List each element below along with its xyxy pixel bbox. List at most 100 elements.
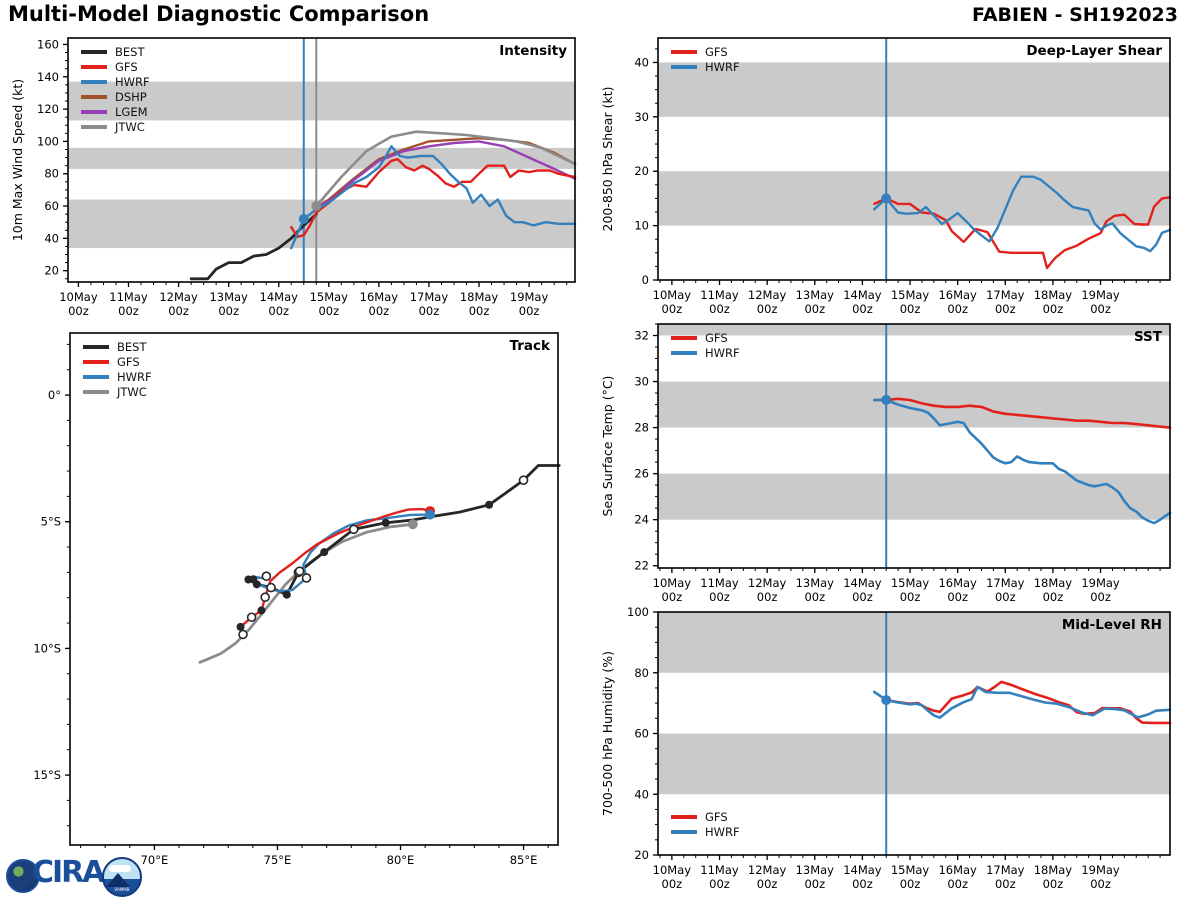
legend-intensity: BEST GFS HWRF DSHP LGEM JTWC (81, 46, 150, 133)
x-tick-label: 14May (843, 863, 882, 877)
y-tick-label: 100 (627, 605, 649, 619)
open-marker-track (261, 571, 272, 582)
legend-item-jtwc: JTWC (81, 121, 150, 133)
open-marker-track (238, 629, 248, 640)
y-axis-label-shear: 200-850 hPa Shear (kt) (600, 87, 615, 232)
x-tick-hour-label: 00z (662, 590, 683, 604)
x-tick-hour-label: 00z (1043, 877, 1064, 891)
marker-track (425, 509, 436, 520)
x-tick-hour-label: 00z (757, 877, 778, 891)
y-tick-label: 10 (634, 219, 649, 233)
x-tick-hour-label: 00z (852, 302, 873, 316)
legend-label: GFS (117, 355, 140, 369)
x-tick-hour-label: 00z (947, 877, 968, 891)
best-line-swatch (83, 345, 109, 349)
y-tick-label: 10°S (33, 641, 61, 655)
marker-rh (881, 695, 892, 706)
x-tick-hour-label: 00z (995, 590, 1016, 604)
marker-track (381, 518, 390, 527)
x-tick-label: 16May (938, 863, 977, 877)
x-tick-label: 14May (260, 290, 299, 304)
panel-title-intensity: Intensity (499, 43, 567, 59)
open-marker-track (260, 592, 270, 603)
x-tick-hour-label: 00z (852, 590, 873, 604)
legend-item-gfs: GFS (81, 61, 150, 73)
x-tick-hour-label: 00z (900, 590, 921, 604)
legend-item-gfs: GFS (671, 332, 740, 344)
x-tick-label: 10May (59, 290, 98, 304)
x-tick-label: 12May (159, 290, 198, 304)
y-tick-label: 160 (37, 37, 59, 51)
legend-label: HWRF (705, 60, 740, 74)
x-tick-hour-label: 00z (757, 590, 778, 604)
x-tick-hour-label: 00z (469, 304, 490, 318)
y-tick-label: 15°S (33, 768, 61, 782)
x-tick-label: 18May (1034, 863, 1073, 877)
marker-track (236, 622, 245, 631)
legend-item-gfs: GFS (671, 46, 740, 58)
y-tick-label: 28 (634, 421, 649, 435)
legend-label: JTWC (117, 385, 147, 399)
rammb-badge-icon: RAMMB (102, 857, 142, 897)
x-tick-label: 13May (796, 576, 835, 590)
legend-item-dshp: DSHP (81, 91, 150, 103)
open-marker-track (294, 566, 305, 576)
y-tick-label: 20 (634, 848, 649, 862)
x-tick-hour-label: 00z (995, 302, 1016, 316)
hwrf-line-swatch (671, 830, 697, 834)
open-marker-track (246, 612, 257, 623)
x-tick-label: 12May (748, 863, 787, 877)
x-tick-label: 19May (1081, 576, 1120, 590)
legend-item-hwrf: HWRF (83, 371, 152, 383)
hwrf-line-swatch (671, 65, 697, 69)
y-tick-label: 140 (37, 70, 59, 84)
legend-label: GFS (705, 810, 728, 824)
band-intensity (68, 147, 575, 169)
panel-rh: 10May00z11May00z12May00z13May00z14May00z… (600, 605, 1172, 891)
band-sst (658, 324, 1170, 336)
y-tick-label: 80 (634, 666, 649, 680)
x-tick-label: 19May (1081, 288, 1120, 302)
legend-label: BEST (117, 340, 147, 354)
legend-label: JTWC (115, 120, 145, 134)
x-tick-label: 15May (891, 576, 930, 590)
gfs-line-swatch (671, 336, 697, 340)
band-shear (658, 171, 1170, 226)
x-tick-hour-label: 00z (947, 590, 968, 604)
x-tick-label: 11May (700, 576, 739, 590)
x-tick-label: 16May (938, 288, 977, 302)
x-tick-hour-label: 00z (1043, 590, 1064, 604)
legend-sst: GFS HWRF (671, 332, 740, 359)
series-sst-gfs (872, 397, 1172, 429)
panel-sst: 10May00z11May00z12May00z13May00z14May00z… (600, 323, 1172, 604)
x-tick-label: 12May (748, 576, 787, 590)
legend-item-hwrf: HWRF (671, 347, 740, 359)
open-marker-track (266, 582, 276, 593)
marker-track (282, 590, 291, 599)
y-tick-label: 100 (37, 134, 59, 148)
panel-shear: 10May00z11May00z12May00z13May00z14May00z… (600, 37, 1172, 316)
legend-label: GFS (705, 45, 728, 59)
x-tick-label: 15May (891, 288, 930, 302)
legend-label: HWRF (115, 75, 150, 89)
legend-item-gfs: GFS (83, 356, 152, 368)
x-tick-hour-label: 00z (1090, 302, 1111, 316)
x-tick-label: 16May (938, 576, 977, 590)
series-rh-gfs (884, 680, 1172, 725)
x-tick-label: 13May (209, 290, 248, 304)
legend-item-gfs: GFS (671, 811, 740, 823)
x-tick-hour-label: 00z (168, 304, 189, 318)
x-tick-label: 18May (1034, 576, 1073, 590)
x-tick-hour-label: 00z (995, 877, 1016, 891)
legend-item-hwrf: HWRF (671, 826, 740, 838)
x-tick-hour-label: 00z (757, 302, 778, 316)
jtwc-line-swatch (83, 390, 109, 394)
x-tick-label: 17May (986, 576, 1025, 590)
y-tick-label: 26 (634, 467, 649, 481)
open-marker-track (348, 524, 359, 535)
series-intensity-jtwc (314, 130, 577, 208)
legend-item-best: BEST (83, 341, 152, 353)
x-tick-label: 19May (1081, 863, 1120, 877)
x-tick-label: 10May (653, 288, 692, 302)
